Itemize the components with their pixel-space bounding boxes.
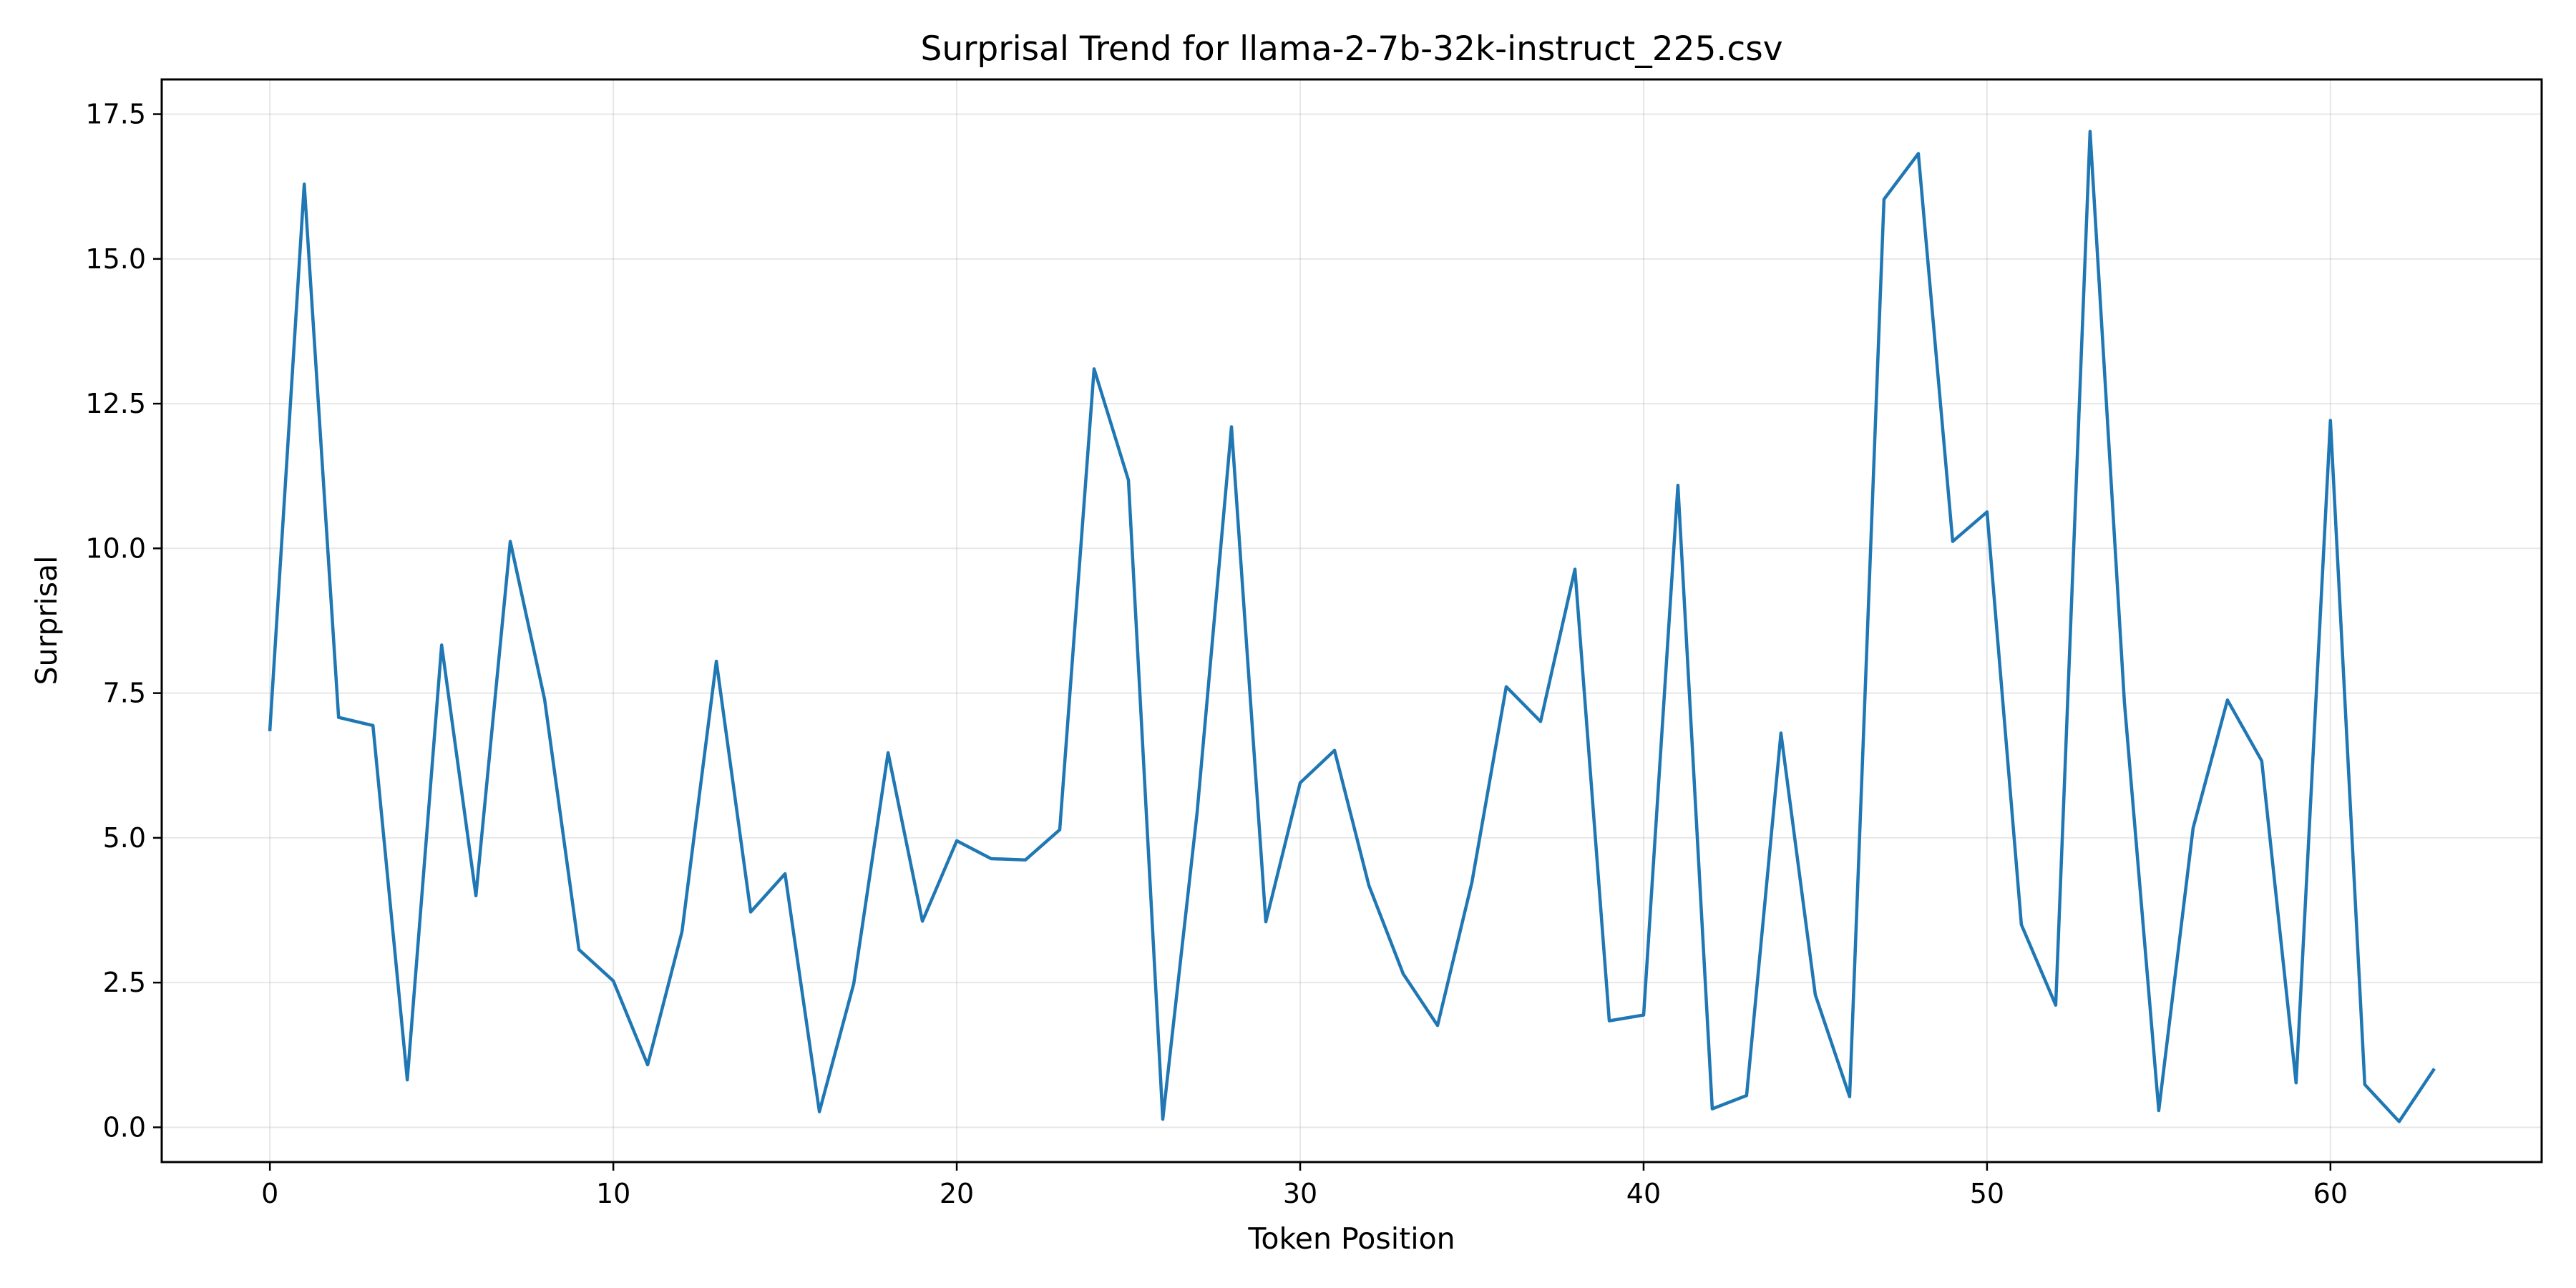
y-tick-label: 2.5 <box>103 967 146 998</box>
y-tick-label: 17.5 <box>85 99 146 130</box>
y-axis-label: Surprisal <box>29 555 64 685</box>
plot-frame <box>160 78 2543 1163</box>
x-axis: 0 10 20 30 40 50 60 <box>261 1162 2348 1209</box>
series-line <box>268 130 2436 1123</box>
x-tick-label: 30 <box>1283 1178 1317 1209</box>
y-tick-label: 15.0 <box>85 243 146 275</box>
y-tick-label: 0.0 <box>103 1111 146 1143</box>
y-tick-label: 5.0 <box>103 822 146 854</box>
x-tick-label: 20 <box>940 1178 974 1209</box>
y-axis: 0.0 2.5 5.0 7.5 10.0 12.5 15.0 17.5 <box>85 99 162 1143</box>
x-tick-label: 50 <box>1970 1178 2004 1209</box>
x-tick-label: 0 <box>261 1178 278 1209</box>
x-tick-label: 40 <box>1626 1178 1661 1209</box>
y-tick-label: 12.5 <box>85 388 146 419</box>
y-tick-label: 7.5 <box>103 678 146 709</box>
y-tick-label: 10.0 <box>85 532 146 564</box>
grid <box>162 79 2542 1162</box>
chart-title: Surprisal Trend for llama-2-7b-32k-instr… <box>920 29 1782 69</box>
x-tick-label: 60 <box>2313 1178 2348 1209</box>
x-axis-label: Token Position <box>1247 1221 1455 1256</box>
series-layer <box>268 130 2436 1123</box>
x-tick-label: 10 <box>596 1178 630 1209</box>
